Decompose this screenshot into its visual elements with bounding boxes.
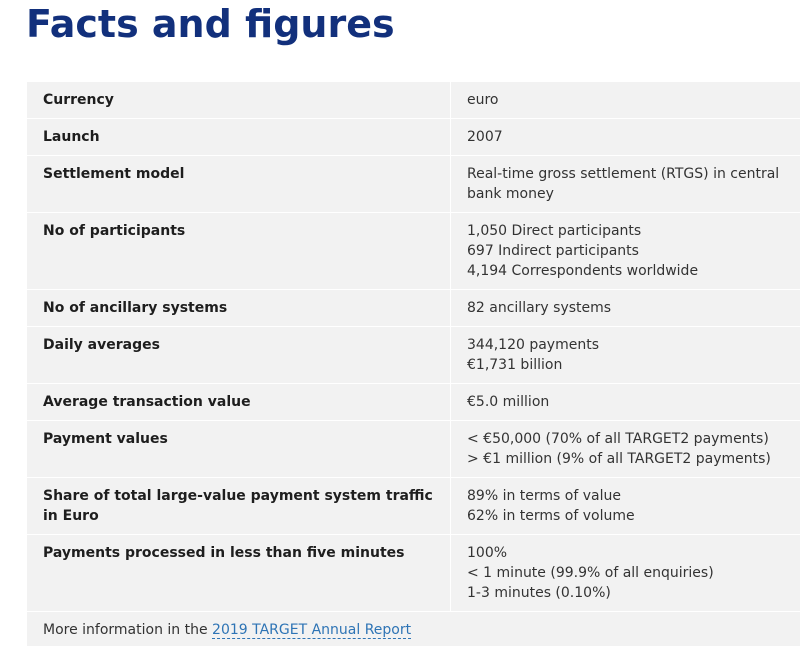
row-value: < €50,000 (70% of all TARGET2 payments) … bbox=[451, 421, 800, 478]
table-row: Payments processed in less than five min… bbox=[27, 535, 800, 612]
table-row: Daily averages 344,120 payments €1,731 b… bbox=[27, 327, 800, 384]
row-label: Launch bbox=[27, 119, 451, 156]
row-label: Payments processed in less than five min… bbox=[27, 535, 451, 612]
table-row: Currency euro bbox=[27, 82, 800, 119]
row-label: Daily averages bbox=[27, 327, 451, 384]
table-row: Average transaction value €5.0 million bbox=[27, 384, 800, 421]
row-label: No of ancillary systems bbox=[27, 290, 451, 327]
row-value: 100% < 1 minute (99.9% of all enquiries)… bbox=[451, 535, 800, 612]
row-value: euro bbox=[451, 82, 800, 119]
value-line: 82 ancillary systems bbox=[467, 298, 800, 318]
table-row: Settlement model Real-time gross settlem… bbox=[27, 156, 800, 213]
row-label: Settlement model bbox=[27, 156, 451, 213]
table-row: No of participants 1,050 Direct particip… bbox=[27, 213, 800, 290]
value-line: 1,050 Direct participants bbox=[467, 221, 800, 241]
value-line: < 1 minute (99.9% of all enquiries) bbox=[467, 563, 800, 583]
row-label: Share of total large-value payment syste… bbox=[27, 478, 451, 535]
row-label: Currency bbox=[27, 82, 451, 119]
page-title: Facts and figures bbox=[26, 2, 395, 46]
value-line: 89% in terms of value bbox=[467, 486, 800, 506]
value-line: > €1 million (9% of all TARGET2 payments… bbox=[467, 449, 800, 469]
row-value: 344,120 payments €1,731 billion bbox=[451, 327, 800, 384]
value-line: €1,731 billion bbox=[467, 355, 800, 375]
annual-report-link[interactable]: 2019 TARGET Annual Report bbox=[212, 622, 411, 639]
row-value: 1,050 Direct participants 697 Indirect p… bbox=[451, 213, 800, 290]
value-line: 697 Indirect participants bbox=[467, 241, 800, 261]
row-value: Real-time gross settlement (RTGS) in cen… bbox=[451, 156, 800, 213]
value-line: Real-time gross settlement (RTGS) in cen… bbox=[467, 164, 800, 204]
row-value: 2007 bbox=[451, 119, 800, 156]
value-line: euro bbox=[467, 90, 800, 110]
value-line: 2007 bbox=[467, 127, 800, 147]
table-row: Payment values < €50,000 (70% of all TAR… bbox=[27, 421, 800, 478]
footer-row: More information in the 2019 TARGET Annu… bbox=[27, 612, 800, 646]
value-line: 62% in terms of volume bbox=[467, 506, 800, 526]
table-row: Share of total large-value payment syste… bbox=[27, 478, 800, 535]
value-line: 4,194 Correspondents worldwide bbox=[467, 261, 800, 281]
value-line: €5.0 million bbox=[467, 392, 800, 412]
row-label: Average transaction value bbox=[27, 384, 451, 421]
value-line: 100% bbox=[467, 543, 800, 563]
table-row: No of ancillary systems 82 ancillary sys… bbox=[27, 290, 800, 327]
value-line: 344,120 payments bbox=[467, 335, 800, 355]
value-line: 1-3 minutes (0.10%) bbox=[467, 583, 800, 603]
footer-text: More information in the bbox=[43, 622, 212, 638]
value-line: < €50,000 (70% of all TARGET2 payments) bbox=[467, 429, 800, 449]
footer-cell: More information in the 2019 TARGET Annu… bbox=[27, 612, 800, 646]
facts-table: Currency euro Launch 2007 Settlement mod… bbox=[27, 82, 800, 646]
row-value: 89% in terms of value 62% in terms of vo… bbox=[451, 478, 800, 535]
table-row: Launch 2007 bbox=[27, 119, 800, 156]
row-value: 82 ancillary systems bbox=[451, 290, 800, 327]
row-value: €5.0 million bbox=[451, 384, 800, 421]
row-label: No of participants bbox=[27, 213, 451, 290]
row-label: Payment values bbox=[27, 421, 451, 478]
